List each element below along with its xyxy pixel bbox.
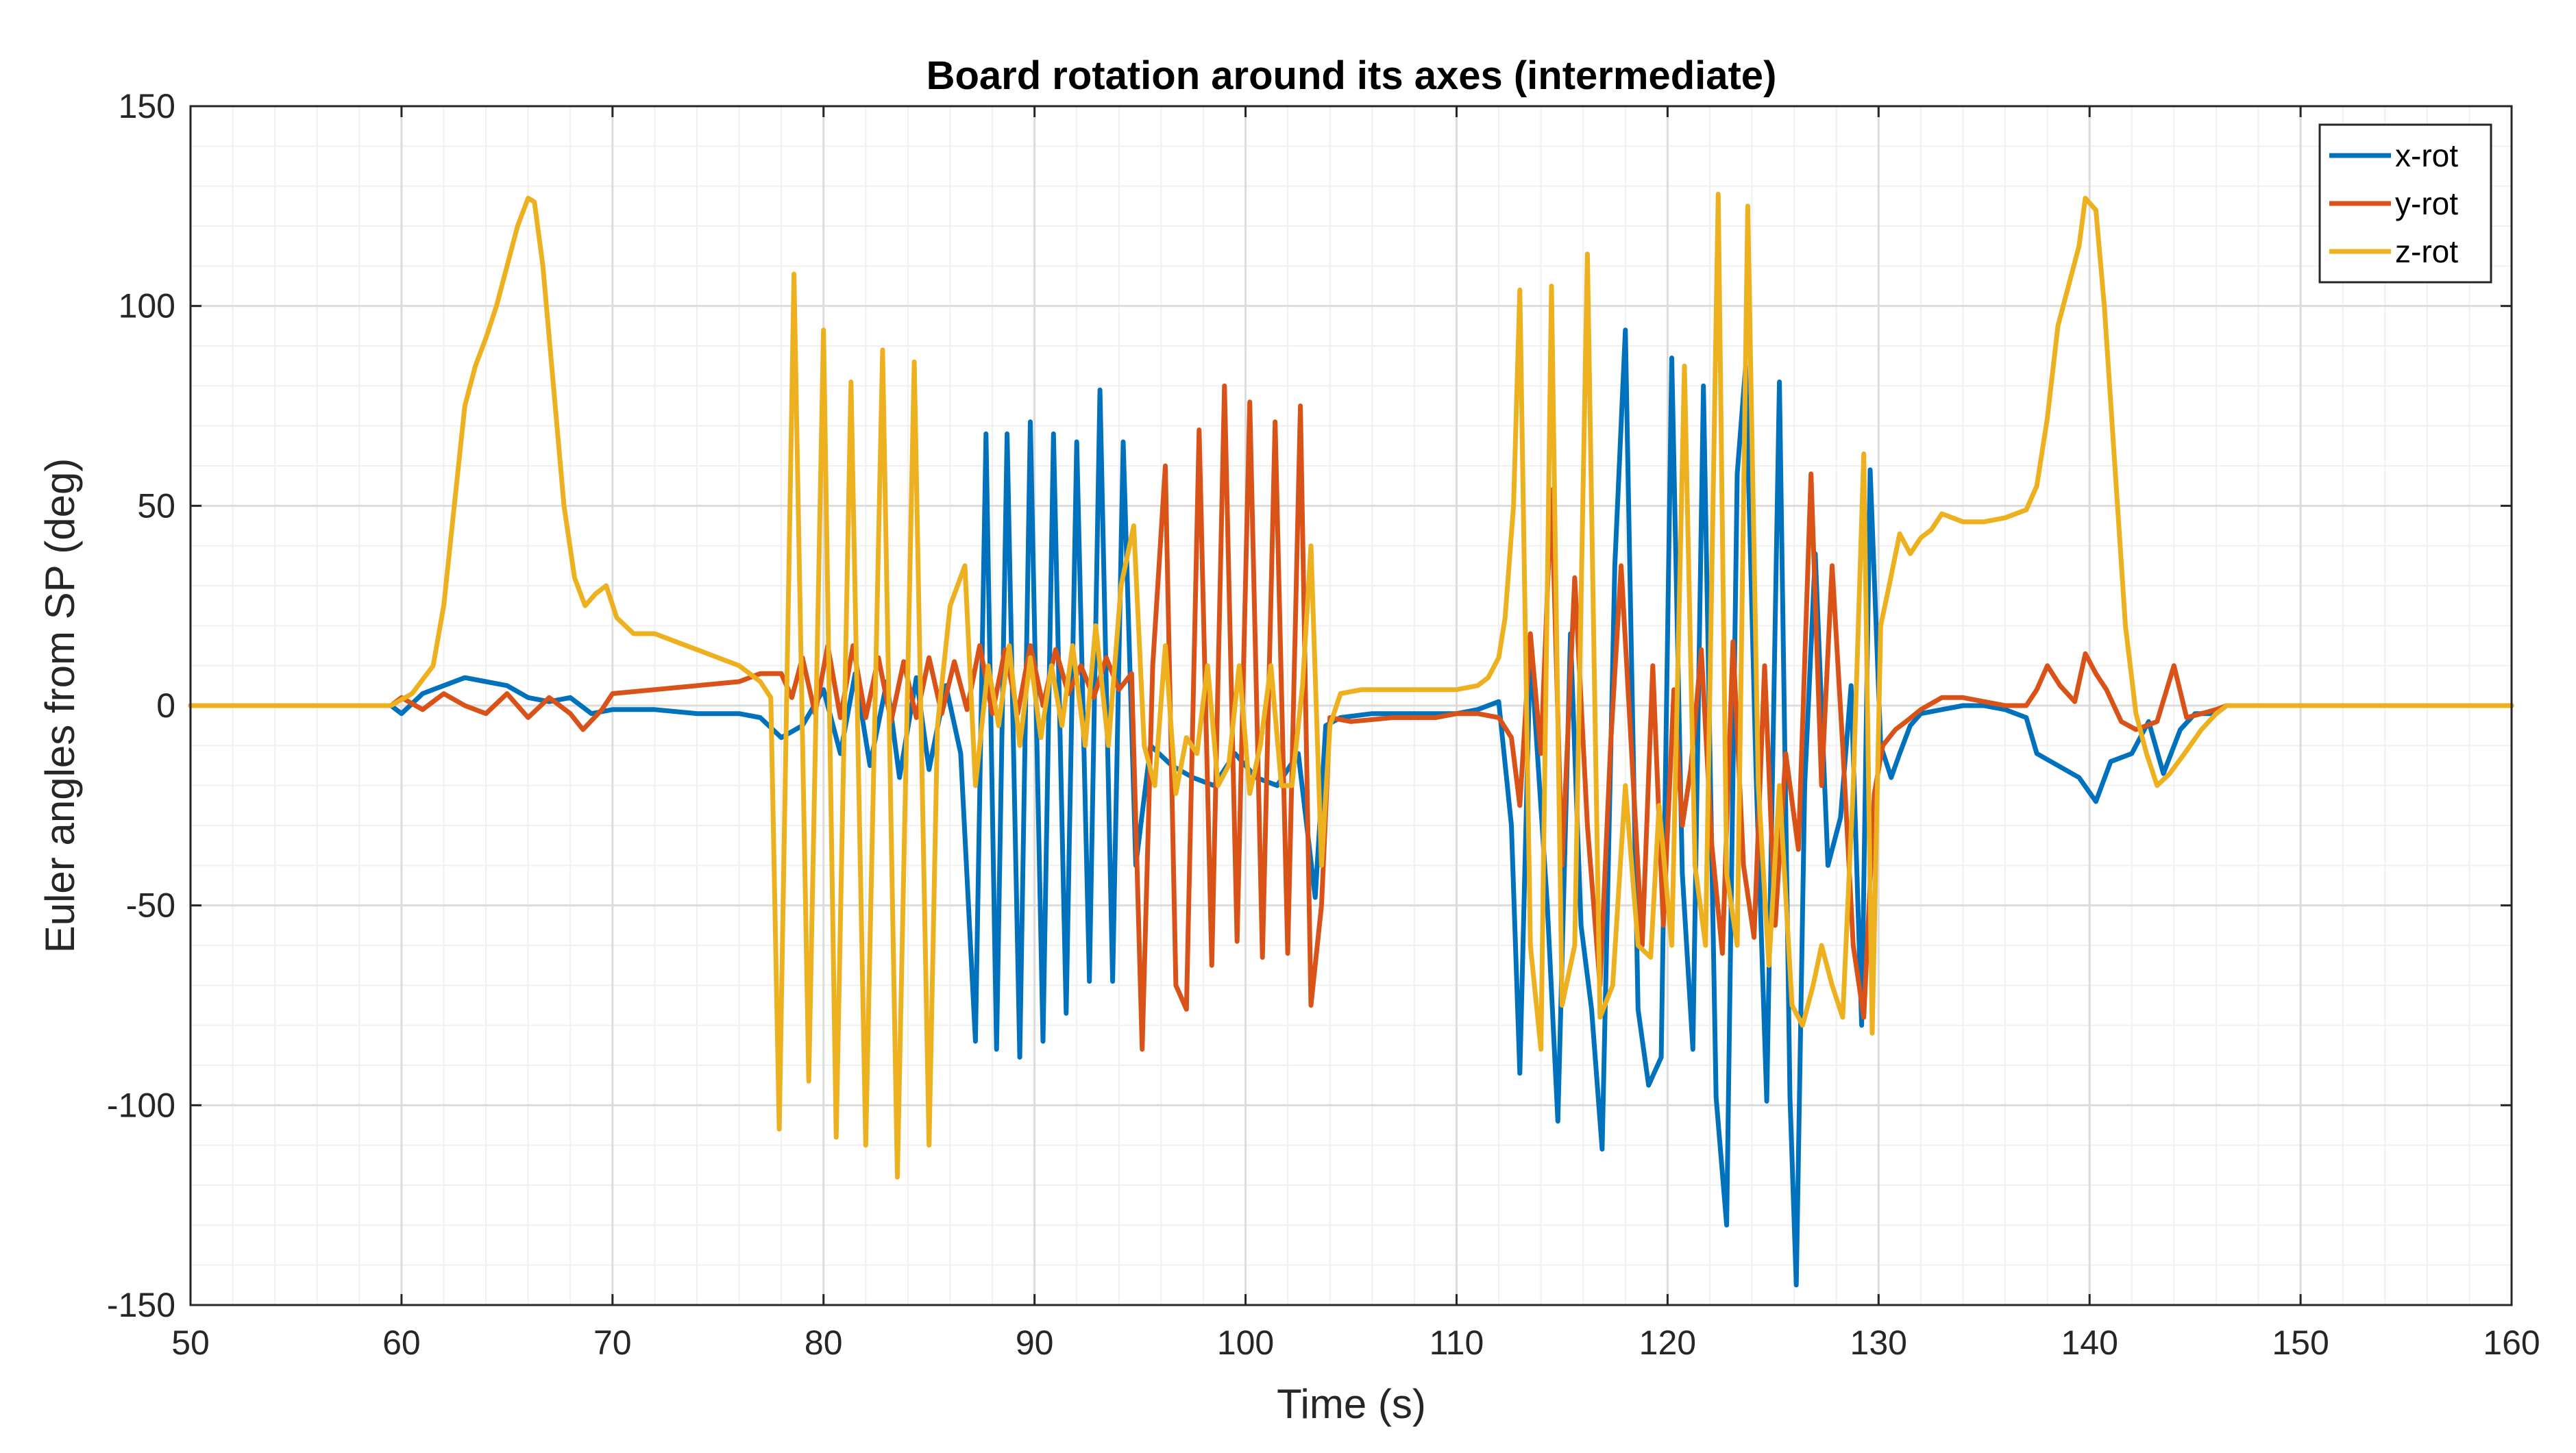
x-tick-label: 140: [2061, 1324, 2118, 1362]
x-tick-label: 120: [1639, 1324, 1696, 1362]
series-line-z-rot: [188, 191, 2514, 1180]
chart-title: Board rotation around its axes (intermed…: [927, 53, 1777, 98]
y-tick-label: 50: [137, 486, 175, 525]
y-tick-label: 0: [156, 686, 175, 725]
x-tick-label: 80: [805, 1324, 843, 1362]
y-tick-label: 150: [119, 87, 175, 125]
y-tick-label: -50: [126, 886, 175, 925]
x-tick-label: 160: [2483, 1324, 2540, 1362]
y-tick-label: -150: [107, 1286, 175, 1324]
legend-label-y-rot: y-rot: [2395, 186, 2458, 221]
y-tick-label: 100: [119, 287, 175, 325]
y-axis-label: Euler angles from SP (deg): [37, 458, 83, 954]
series-line-y-rot: [188, 383, 2514, 1052]
x-tick-label: 100: [1217, 1324, 1274, 1362]
axes-box: [189, 105, 2513, 1306]
x-tick-label: 130: [1850, 1324, 1907, 1362]
y-tick-label: -100: [107, 1086, 175, 1124]
legend-label-z-rot: z-rot: [2395, 234, 2458, 269]
x-axis-label: Time (s): [1277, 1381, 1426, 1427]
x-tick-label: 60: [382, 1324, 421, 1362]
legend-label-x-rot: x-rot: [2395, 138, 2458, 173]
x-tick-label: 110: [1430, 1324, 1484, 1362]
x-tick-label: 150: [2272, 1324, 2329, 1362]
plot-area: 50 60 70 80 90 100 110 120 130 140 150 160 -150 -100 -…: [107, 87, 2540, 1362]
x-tick-label: 90: [1016, 1324, 1054, 1362]
legend: x-rot y-rot z-rot: [2318, 123, 2492, 284]
x-tick-label: 50: [171, 1324, 210, 1362]
x-tick-label: 70: [593, 1324, 632, 1362]
